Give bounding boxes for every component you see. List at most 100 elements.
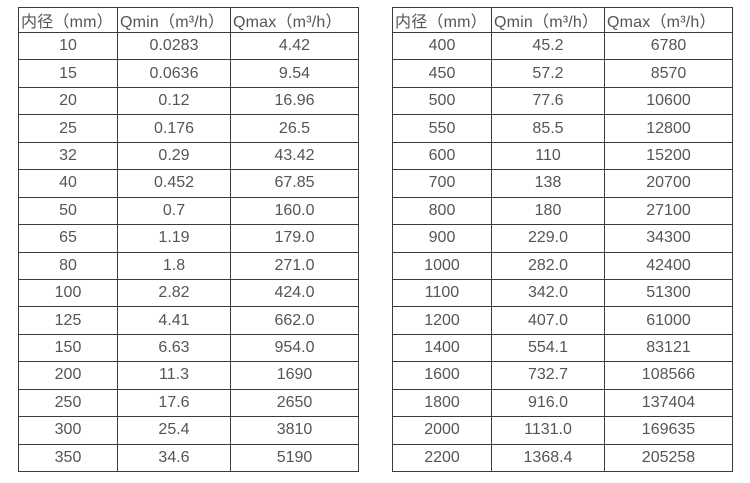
flow-table-right: 内径（mm） Qmin（m³/h） Qmax（m³/h） 400 45.2 6780… bbox=[392, 7, 733, 473]
table-row: 250 17.6 2650 bbox=[18, 388, 359, 418]
table-row: 800 180 27100 bbox=[392, 196, 733, 226]
table-cell: 125 bbox=[18, 306, 118, 335]
table-cell: 6780 bbox=[604, 31, 733, 61]
table-cell: 20 bbox=[18, 86, 118, 116]
table-cell: 150 bbox=[18, 333, 118, 363]
table-body-left: 10 0.0283 4.42 15 0.0636 9.54 20 0.12 16.96 25 0.1… bbox=[18, 31, 359, 473]
table-row: 10 0.0283 4.42 bbox=[18, 31, 359, 61]
table-cell: 50 bbox=[18, 196, 118, 226]
table-cell: 282.0 bbox=[491, 251, 605, 280]
table-cell: 11.3 bbox=[117, 361, 231, 390]
table-cell: 350 bbox=[18, 443, 118, 473]
table-cell: 2000 bbox=[392, 416, 492, 445]
table-cell: 61000 bbox=[604, 306, 733, 335]
table-cell: 424.0 bbox=[230, 278, 359, 308]
table-cell: 20700 bbox=[604, 169, 733, 198]
table-cell: 45.2 bbox=[491, 31, 605, 61]
table-cell: 3810 bbox=[230, 416, 359, 445]
table-cell: 1690 bbox=[230, 361, 359, 390]
table-cell: 662.0 bbox=[230, 306, 359, 335]
table-cell: 1200 bbox=[392, 306, 492, 335]
table-row: 1800 916.0 137404 bbox=[392, 388, 733, 418]
table-cell: 6.63 bbox=[117, 333, 231, 363]
table-row: 300 25.4 3810 bbox=[18, 416, 359, 445]
table-cell: 137404 bbox=[604, 388, 733, 418]
table-row: 550 85.5 12800 bbox=[392, 114, 733, 143]
table-cell: 229.0 bbox=[491, 224, 605, 253]
table-cell: 9.54 bbox=[230, 59, 359, 88]
table-cell: 83121 bbox=[604, 333, 733, 363]
table-cell: 1400 bbox=[392, 333, 492, 363]
table-cell: 108566 bbox=[604, 361, 733, 390]
table-row: 1000 282.0 42400 bbox=[392, 251, 733, 280]
table-cell: 5190 bbox=[230, 443, 359, 473]
table-cell: 110 bbox=[491, 141, 605, 171]
table-cell: 732.7 bbox=[491, 361, 605, 390]
table-cell: 4.42 bbox=[230, 31, 359, 61]
table-row: 20 0.12 16.96 bbox=[18, 86, 359, 116]
table-row: 150 6.63 954.0 bbox=[18, 333, 359, 363]
table-cell: 300 bbox=[18, 416, 118, 445]
table-cell: 34300 bbox=[604, 224, 733, 253]
table-cell: 34.6 bbox=[117, 443, 231, 473]
table-row: 32 0.29 43.42 bbox=[18, 141, 359, 171]
table-cell: 15 bbox=[18, 59, 118, 88]
table-cell: 77.6 bbox=[491, 86, 605, 116]
table-cell: 2650 bbox=[230, 388, 359, 418]
table-row: 15 0.0636 9.54 bbox=[18, 59, 359, 88]
table-cell: 342.0 bbox=[491, 278, 605, 308]
table-header-row: 内径（mm） Qmin（m³/h） Qmax（m³/h） bbox=[18, 7, 359, 33]
table-cell: 15200 bbox=[604, 141, 733, 171]
table-row: 450 57.2 8570 bbox=[392, 59, 733, 88]
table-cell: 550 bbox=[392, 114, 492, 143]
table-cell: 2.82 bbox=[117, 278, 231, 308]
table-cell: 1100 bbox=[392, 278, 492, 308]
table-cell: 800 bbox=[392, 196, 492, 226]
tables-container: 内径（mm） Qmin（m³/h） Qmax（m³/h） 10 0.0283 4.4… bbox=[18, 7, 733, 473]
table-cell: 17.6 bbox=[117, 388, 231, 418]
header-diameter: 内径（mm） bbox=[392, 7, 492, 33]
table-cell: 205258 bbox=[604, 443, 733, 473]
table-row: 900 229.0 34300 bbox=[392, 224, 733, 253]
table-cell: 0.0636 bbox=[117, 59, 231, 88]
table-cell: 43.42 bbox=[230, 141, 359, 171]
table-cell: 25.4 bbox=[117, 416, 231, 445]
table-cell: 1000 bbox=[392, 251, 492, 280]
table-cell: 40 bbox=[18, 169, 118, 198]
table-row: 600 110 15200 bbox=[392, 141, 733, 171]
table-cell: 407.0 bbox=[491, 306, 605, 335]
table-cell: 0.12 bbox=[117, 86, 231, 116]
table-cell: 42400 bbox=[604, 251, 733, 280]
table-row: 700 138 20700 bbox=[392, 169, 733, 198]
table-header-row: 内径（mm） Qmin（m³/h） Qmax（m³/h） bbox=[392, 7, 733, 33]
table-cell: 1800 bbox=[392, 388, 492, 418]
table-cell: 27100 bbox=[604, 196, 733, 226]
table-cell: 1368.4 bbox=[491, 443, 605, 473]
table-cell: 180 bbox=[491, 196, 605, 226]
header-qmin: Qmin（m³/h） bbox=[117, 7, 231, 33]
table-cell: 954.0 bbox=[230, 333, 359, 363]
table-row: 125 4.41 662.0 bbox=[18, 306, 359, 335]
table-cell: 32 bbox=[18, 141, 118, 171]
table-cell: 179.0 bbox=[230, 224, 359, 253]
table-row: 2000 1131.0 169635 bbox=[392, 416, 733, 445]
table-cell: 26.5 bbox=[230, 114, 359, 143]
table-cell: 100 bbox=[18, 278, 118, 308]
table-row: 1600 732.7 108566 bbox=[392, 361, 733, 390]
table-cell: 271.0 bbox=[230, 251, 359, 280]
table-row: 1200 407.0 61000 bbox=[392, 306, 733, 335]
table-cell: 0.7 bbox=[117, 196, 231, 226]
table-cell: 500 bbox=[392, 86, 492, 116]
table-cell: 12800 bbox=[604, 114, 733, 143]
table-cell: 67.85 bbox=[230, 169, 359, 198]
table-row: 2200 1368.4 205258 bbox=[392, 443, 733, 473]
table-cell: 160.0 bbox=[230, 196, 359, 226]
table-cell: 57.2 bbox=[491, 59, 605, 88]
table-row: 400 45.2 6780 bbox=[392, 31, 733, 61]
table-row: 500 77.6 10600 bbox=[392, 86, 733, 116]
table-cell: 51300 bbox=[604, 278, 733, 308]
table-cell: 1131.0 bbox=[491, 416, 605, 445]
table-cell: 250 bbox=[18, 388, 118, 418]
table-row: 200 11.3 1690 bbox=[18, 361, 359, 390]
